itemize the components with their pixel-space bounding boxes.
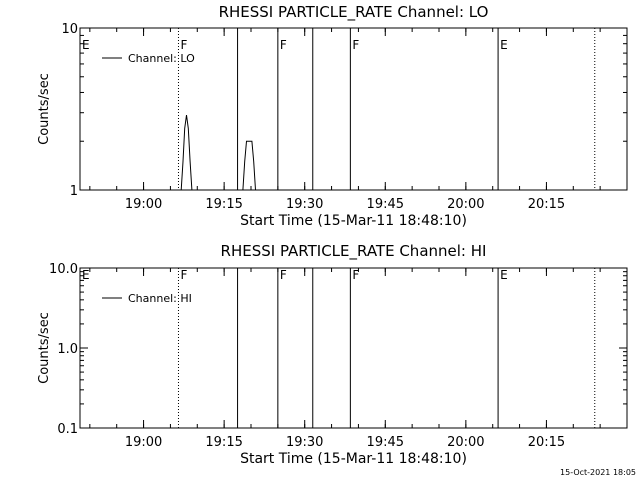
x-axis-label-1: Start Time (15-Mar-11 18:48:10) [240, 213, 467, 229]
plot-frame-1 [79, 27, 628, 191]
event-marker-label-1: F [352, 38, 359, 52]
x-tick-label-2: 19:00 [125, 435, 162, 450]
event-marker-label-2: F [180, 268, 187, 282]
x-tick-label-1: 20:00 [447, 197, 484, 212]
y-tick-label-2: 0.1 [57, 422, 78, 437]
y-tick-label-2: 10.0 [49, 262, 78, 277]
event-marker-label-1: E [500, 38, 508, 52]
x-tick-label-1: 19:00 [125, 197, 162, 212]
event-marker-label-1: E [82, 38, 90, 52]
chart-title-2: RHESSI PARTICLE_RATE Channel: HI [221, 242, 487, 261]
data-series-line-1 [242, 140, 256, 191]
event-marker-label-2: E [82, 268, 90, 282]
x-tick-label-2: 19:15 [205, 435, 242, 450]
y-tick-label-1: 1 [70, 184, 78, 199]
x-tick-label-2: 20:15 [528, 435, 565, 450]
x-tick-label-1: 19:15 [205, 197, 242, 212]
event-marker-label-2: E [500, 268, 508, 282]
event-marker-label-1: F [280, 38, 287, 52]
x-tick-label-1: 19:30 [286, 197, 323, 212]
x-tick-label-2: 19:45 [367, 435, 404, 450]
y-axis-label-2: Counts/sec [37, 312, 52, 384]
event-marker-label-1: F [180, 38, 187, 52]
x-tick-label-1: 19:45 [367, 197, 404, 212]
event-marker-label-2: F [280, 268, 287, 282]
legend-label-1: Channel: LO [128, 52, 195, 65]
event-marker-label-2: F [352, 268, 359, 282]
y-tick-label-2: 1.0 [57, 342, 78, 357]
x-tick-label-1: 20:15 [528, 197, 565, 212]
x-tick-label-2: 20:00 [447, 435, 484, 450]
y-axis-label-1: Counts/sec [37, 73, 52, 145]
x-tick-label-2: 19:30 [286, 435, 323, 450]
y-tick-label-1: 10 [61, 22, 78, 37]
x-axis-label-2: Start Time (15-Mar-11 18:48:10) [240, 451, 467, 467]
data-series-line-1 [180, 115, 193, 191]
chart-title-1: RHESSI PARTICLE_RATE Channel: LO [219, 3, 489, 22]
legend-label-2: Channel: HI [128, 292, 192, 305]
footer-date: 15-Oct-2021 18:05 [560, 468, 636, 477]
